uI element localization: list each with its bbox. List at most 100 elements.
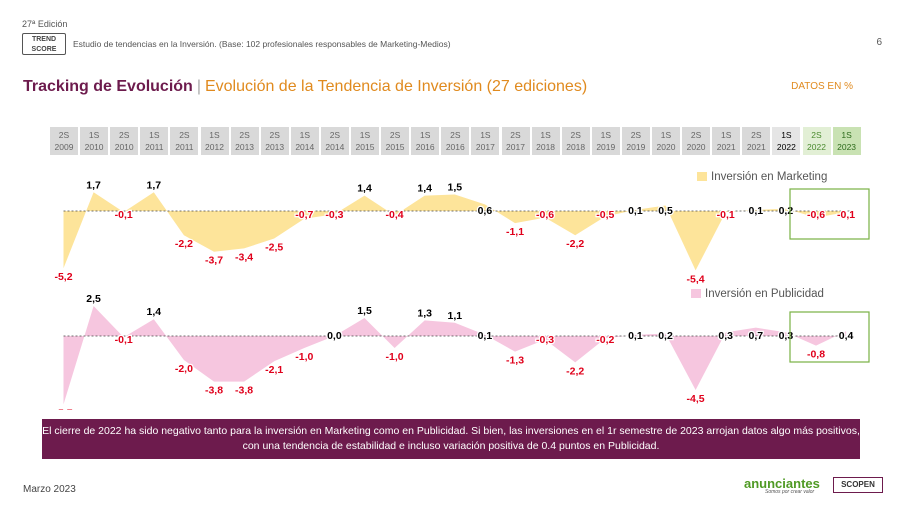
title-separator: | [196,78,201,95]
period-half: 1S [781,130,792,140]
period-half: 1S [88,130,100,140]
data-label-marketing: -0,3 [325,209,343,221]
period-year: 2018 [536,142,556,152]
period-cell-2: 2S 2010 [109,127,139,155]
period-half: 1S [209,130,220,140]
legend-publicidad: Inversión en Publicidad [691,288,824,300]
logo-line-1: TREND [31,36,57,43]
period-half: 2S [630,130,642,140]
data-label-publicidad: -3,8 [205,385,223,397]
period-year: 2014 [295,142,315,152]
period-cell-26: 1S 2023 [831,127,861,155]
period-year: 2012 [205,142,224,152]
data-label-marketing: -0,4 [386,209,404,221]
period-half: 1S [419,130,431,140]
data-label-publicidad: -4,5 [687,393,705,405]
period-year: 2022 [807,142,826,152]
data-label-marketing: 1,7 [86,179,101,191]
page-title: Tracking de Evolución | Evolución de la Te… [23,78,587,96]
legend-marketing: Inversión en Marketing [697,171,827,183]
period-cell-25: 2S 2022 [801,127,831,155]
period-cell-8: 1S 2014 [289,127,319,155]
logo-line-2: SCORE [31,46,57,53]
period-cell-16: 1S 2018 [530,127,560,155]
data-label-marketing: -2,2 [175,238,193,250]
highlight-box-marketing [789,188,870,240]
data-label-marketing: -3,7 [205,255,223,267]
period-cell-11: 2S 2015 [380,127,410,155]
data-label-publicidad: -1,0 [386,351,404,363]
data-label-publicidad: 0,4 [839,330,854,342]
period-cell-18: 1S 2019 [590,127,620,155]
data-label-publicidad: 0,1 [478,330,493,342]
conclusion-banner: El cierre de 2022 ha sido negativo tanto… [42,419,860,459]
data-label-marketing: 0,1 [748,205,763,217]
period-half: 2S [510,130,521,140]
period-year: 2017 [506,142,525,152]
anunciantes-tagline: Somos por crear valor [765,489,815,495]
evolution-chart: -5,2 1,7 -0,1 1,7 -2,2 -3,7 -3,4 -2,5 -0,7 -0,3 1,… [53,178,870,410]
data-label-marketing: -0,6 [536,209,554,221]
period-cell-24: 1S 2022 [771,127,801,155]
period-half: 1S [720,130,732,140]
period-year: 2019 [596,142,616,152]
period-year: 2016 [415,142,435,152]
data-label-publicidad: 2,5 [86,293,101,305]
data-label-marketing: -2,2 [566,238,584,250]
period-year: 2011 [175,142,194,152]
period-cell-7: 2S 2013 [259,127,289,155]
data-label-publicidad: 0,0 [327,330,342,342]
period-year: 2010 [114,142,134,152]
period-year: 2023 [837,142,857,152]
period-cell-19: 2S 2019 [620,127,650,155]
legend-label-publicidad: Inversión en Publicidad [705,288,824,300]
period-year: 2022 [776,142,796,152]
data-label-publicidad: 0,2 [658,330,673,342]
data-label-publicidad: 0,1 [628,330,643,342]
period-cell-5: 1S 2012 [199,127,229,155]
area-marketing [63,192,847,271]
period-cell-17: 2S 2018 [560,127,590,155]
data-label-marketing: -0,5 [596,209,614,221]
period-year: 2014 [325,142,345,152]
data-label-publicidad: -0,1 [115,334,133,346]
trend-score-logo: TREND SCORE [22,33,66,55]
period-half: 2S [118,130,130,140]
data-label-marketing: -5,4 [687,273,705,285]
data-label-publicidad: 1,1 [447,310,462,322]
page-number: 6 [876,37,882,48]
period-half: 2S [58,130,70,140]
period-cell-4: 2S 2011 [169,127,199,155]
anunciantes-logo: anunciantes [744,476,820,491]
title-subtitle: Evolución de la Tendencia de Inversión (… [204,78,588,95]
data-label-marketing: 1,4 [417,183,432,195]
data-label-publicidad: 0,7 [748,330,763,342]
data-label-publicidad: -2,0 [175,363,193,375]
period-cell-20: 1S 2020 [651,127,680,155]
period-cell-23: 2S 2021 [741,127,771,155]
data-label-publicidad: 0,3 [779,330,794,342]
data-label-marketing: -0,6 [807,209,825,221]
data-label-publicidad: -0,8 [807,349,825,361]
period-year: 2015 [355,142,375,152]
data-label-marketing: -0,1 [115,209,133,221]
period-cell-0: 2S 2009 [49,127,78,155]
period-half: 2S [751,130,762,140]
units-label: DATOS EN % [791,81,853,92]
period-half: 2S [450,130,461,140]
period-half: 2S [239,130,250,140]
period-half: 1S [299,130,310,140]
period-cell-12: 1S 2016 [410,127,440,155]
period-year: 2011 [145,142,164,152]
data-label-publicidad: -5,7 [54,407,72,410]
data-label-marketing: 0,6 [478,205,493,217]
edition-label: 27ª Edición [22,19,68,29]
period-half: 2S [179,130,190,140]
data-label-publicidad: -2,2 [566,365,584,377]
data-label-publicidad: -2,1 [265,364,283,376]
data-label-marketing: 0,1 [628,205,643,217]
legend-label-marketing: Inversión en Marketing [711,171,828,183]
data-label-marketing: -3,4 [235,251,253,263]
period-cell-14: 1S 2017 [470,127,500,155]
period-year: 2018 [566,142,586,152]
